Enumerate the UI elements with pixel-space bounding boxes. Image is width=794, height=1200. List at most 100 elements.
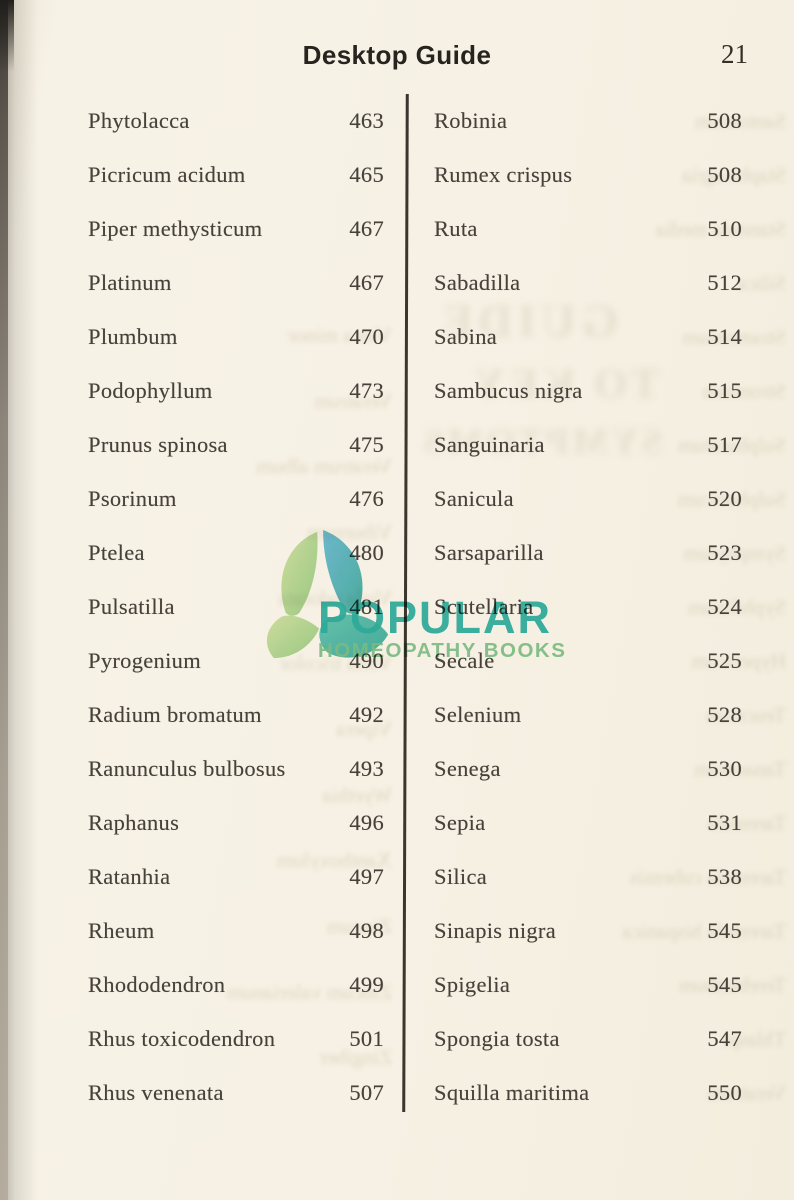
page-ref: 498 [349, 918, 384, 943]
index-row: Pulsatilla 481 [88, 592, 384, 622]
page-ref: 467 [349, 270, 384, 295]
remedy-name: Spigelia [434, 972, 511, 997]
remedy-name: Rhododendron [88, 972, 226, 997]
page-ref: 497 [349, 864, 384, 889]
index-row: Sambucus nigra 515 [434, 376, 742, 406]
index-row: Sarsaparilla 523 [434, 538, 742, 568]
index-column-right: Robinia 508 Rumex crispus 508 Ruta 510 Sabadil… [434, 106, 742, 1108]
page-ref: 525 [707, 648, 742, 673]
page-ref: 508 [707, 162, 742, 187]
remedy-name: Sinapis nigra [434, 918, 557, 943]
index-row: Ranunculus bulbosus 493 [88, 754, 384, 784]
index-row: Ruta 510 [434, 214, 742, 244]
page-ref: 530 [707, 756, 742, 781]
index-row: Sanguinaria 517 [434, 430, 742, 460]
index-row: Piper methysticum 467 [88, 214, 384, 244]
index-row: Spigelia 545 [434, 970, 742, 1000]
index-row: Squilla maritima 550 [434, 1078, 742, 1108]
index-row: Psorinum 476 [88, 484, 384, 514]
page-ref: 467 [349, 216, 384, 241]
index-row: Spongia tosta 547 [434, 1024, 742, 1054]
page-ref: 512 [707, 270, 742, 295]
remedy-name: Scutellaria [434, 594, 534, 619]
page-ref: 523 [707, 540, 742, 565]
remedy-name: Ruta [434, 216, 478, 241]
page-ref: 463 [349, 108, 384, 133]
remedy-name: Plumbum [88, 324, 178, 349]
page-ref: 470 [349, 324, 384, 349]
remedy-name: Spongia tosta [434, 1026, 560, 1051]
page-ref: 493 [349, 756, 384, 781]
remedy-name: Ranunculus bulbosus [88, 756, 286, 781]
index-row: Pyrogenium 490 [88, 646, 384, 676]
page-number: 21 [721, 39, 748, 69]
index-row: Senega 530 [434, 754, 742, 784]
index-row: Secale 525 [434, 646, 742, 676]
remedy-name: Piper methysticum [88, 216, 263, 241]
page-ref: 538 [707, 864, 742, 889]
page-ref: 501 [349, 1026, 384, 1051]
page-ref: 515 [707, 378, 742, 403]
page-ref: 520 [707, 486, 742, 511]
column-divider [402, 93, 409, 1113]
page-ref: 490 [349, 648, 384, 673]
page-ref: 481 [349, 594, 384, 619]
remedy-name: Robinia [434, 108, 508, 133]
remedy-name: Radium bromatum [88, 702, 262, 727]
remedy-name: Sabadilla [434, 270, 521, 295]
index-row: Plumbum 470 [88, 322, 384, 352]
page-ref: 499 [349, 972, 384, 997]
remedy-name: Selenium [434, 702, 522, 727]
index-row: Raphanus 496 [88, 808, 384, 838]
page-ref: 507 [349, 1080, 384, 1105]
page-edge-line [0, 0, 8, 1200]
index-row: Rhododendron 499 [88, 970, 384, 1000]
page-ref: 547 [707, 1026, 742, 1051]
remedy-name: Sabina [434, 324, 498, 349]
remedy-name: Silica [434, 864, 488, 889]
index-row: Rhus venenata 507 [88, 1078, 384, 1108]
page-ref: 531 [707, 810, 742, 835]
index-row: Robinia 508 [434, 106, 742, 136]
page-ref: 492 [349, 702, 384, 727]
remedy-name: Pyrogenium [88, 648, 201, 673]
index-row: Ratanhia 497 [88, 862, 384, 892]
remedy-name: Picricum acidum [88, 162, 246, 187]
remedy-name: Sarsaparilla [434, 540, 544, 565]
remedy-name: Rhus toxicodendron [88, 1026, 276, 1051]
remedy-name: Rhus venenata [88, 1080, 224, 1105]
remedy-name: Raphanus [88, 810, 180, 835]
remedy-name: Rumex crispus [434, 162, 573, 187]
index-row: Sabadilla 512 [434, 268, 742, 298]
index-row: Prunus spinosa 475 [88, 430, 384, 460]
index-row: Podophyllum 473 [88, 376, 384, 406]
page-ref: 465 [349, 162, 384, 187]
page-title: Desktop Guide [302, 40, 492, 70]
index-column-left: Phytolacca 463 Picricum acidum 465 Piper met… [88, 106, 384, 1108]
remedy-name: Sepia [434, 810, 486, 835]
page-ref: 517 [707, 432, 742, 457]
index-row: Phytolacca 463 [88, 106, 384, 136]
page-ref: 528 [707, 702, 742, 727]
page-edge-corner [0, 0, 14, 72]
index-row: Scutellaria 524 [434, 592, 742, 622]
page-ref: 475 [349, 432, 384, 457]
index-row: Sinapis nigra 545 [434, 916, 742, 946]
remedy-name: Sanicula [434, 486, 514, 511]
remedy-name: Psorinum [88, 486, 177, 511]
remedy-name: Platinum [88, 270, 172, 295]
remedy-name: Sambucus nigra [434, 378, 583, 403]
page-ref: 473 [349, 378, 384, 403]
remedy-name: Pulsatilla [88, 594, 175, 619]
page-ref: 510 [707, 216, 742, 241]
remedy-name: Sanguinaria [434, 432, 545, 457]
index-row: Sanicula 520 [434, 484, 742, 514]
remedy-name: Podophyllum [88, 378, 213, 403]
page-ref: 496 [349, 810, 384, 835]
index-row: Rheum 498 [88, 916, 384, 946]
index-row: Rumex crispus 508 [434, 160, 742, 190]
index-row: Selenium 528 [434, 700, 742, 730]
remedy-name: Phytolacca [88, 108, 190, 133]
index-row: Platinum 467 [88, 268, 384, 298]
